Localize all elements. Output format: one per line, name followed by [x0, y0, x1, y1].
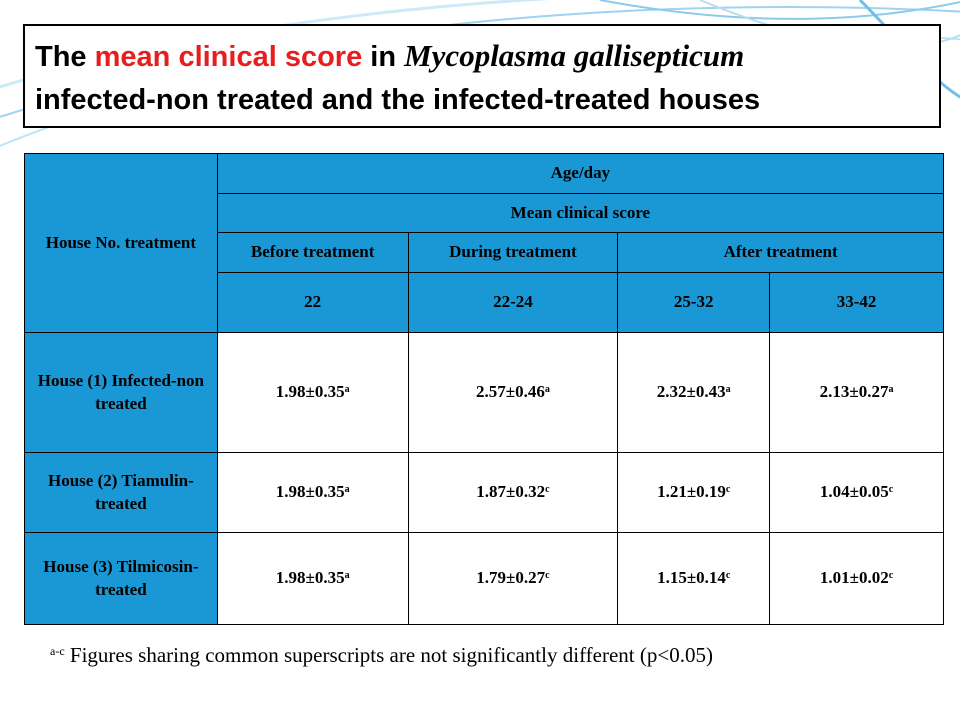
- score-cell: 2.13±0.27a: [769, 332, 944, 453]
- score-cell: 1.21±0.19c: [617, 452, 771, 533]
- title-prefix: The: [35, 41, 95, 73]
- score-cell: 1.79±0.27c: [407, 532, 619, 625]
- footnote-text: Figures sharing common superscripts are …: [64, 643, 713, 667]
- score-cell: 2.57±0.46a: [407, 332, 619, 453]
- score-cell: 2.32±0.43a: [617, 332, 771, 453]
- age-cell: 25-32: [617, 272, 771, 333]
- score-cell: 1.98±0.35a: [216, 332, 409, 453]
- age-header: Age/day: [216, 153, 945, 194]
- footnote: a-c Figures sharing common superscripts …: [50, 643, 713, 668]
- score-cell: 1.87±0.32c: [407, 452, 619, 533]
- phase-header-after: After treatment: [617, 232, 944, 273]
- slide-title-line-1: The mean clinical score in Mycoplasma ga…: [35, 38, 744, 74]
- table-row: House (2) Tiamulin-treated 1.98±0.35a 1.…: [24, 452, 944, 533]
- phase-header-during: During treatment: [407, 232, 619, 273]
- clinical-score-table: House No. treatment Age/day Mean clinica…: [24, 153, 945, 625]
- score-cell: 1.98±0.35a: [216, 532, 409, 625]
- title-mid: in: [362, 41, 405, 73]
- title-species: Mycoplasma gallisepticum: [404, 38, 745, 73]
- score-cell: 1.01±0.02c: [769, 532, 944, 625]
- corner-header: House No. treatment: [24, 153, 218, 333]
- table-row: House (1) Infected-non treated 1.98±0.35…: [24, 332, 944, 453]
- score-cell: 1.98±0.35a: [216, 452, 409, 533]
- footnote-superscript: a-c: [50, 644, 65, 658]
- row-label: House (3) Tilmicosin-treated: [24, 532, 218, 625]
- score-cell: 1.15±0.14c: [617, 532, 771, 625]
- age-cell: 22-24: [407, 272, 619, 333]
- age-cell: 22: [216, 272, 409, 333]
- row-label: House (1) Infected-non treated: [24, 332, 218, 453]
- score-header: Mean clinical score: [216, 193, 945, 233]
- score-cell: 1.04±0.05c: [769, 452, 944, 533]
- age-cell: 33-42: [769, 272, 944, 333]
- phase-header-before: Before treatment: [216, 232, 409, 273]
- table-row: House (3) Tilmicosin-treated 1.98±0.35a …: [24, 532, 944, 625]
- title-highlight: mean clinical score: [94, 41, 363, 73]
- row-label: House (2) Tiamulin-treated: [24, 452, 218, 533]
- title-box: The mean clinical score in Mycoplasma ga…: [23, 24, 941, 128]
- slide-title-line-2: infected-non treated and the infected-tr…: [35, 84, 761, 116]
